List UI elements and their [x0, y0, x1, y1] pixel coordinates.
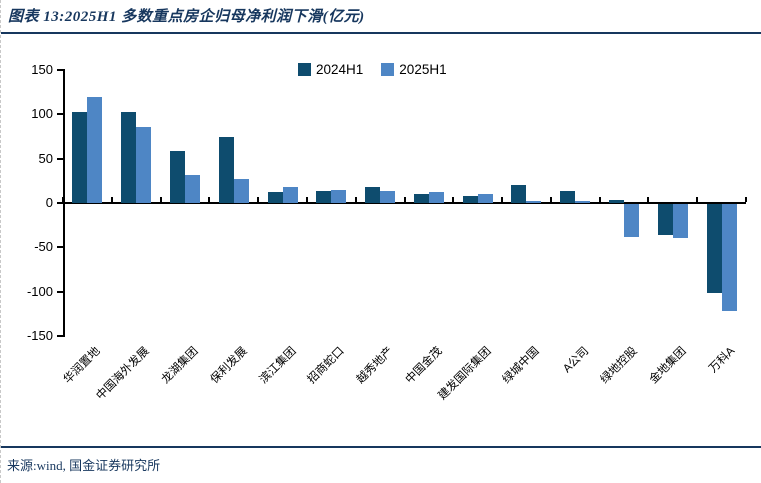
bar-2024h1: [72, 111, 88, 203]
bar-2024h1: [169, 150, 185, 203]
x-axis-tick: [501, 197, 504, 202]
title-divider: [1, 32, 761, 34]
x-axis-tick: [354, 197, 357, 202]
bar-2024h1: [365, 187, 381, 203]
y-axis-label: -100: [26, 283, 53, 299]
bar-2025h1: [721, 204, 737, 312]
y-axis-tick: [57, 246, 63, 249]
x-axis-category-label-text: 招商蛇口: [305, 345, 347, 387]
x-axis-category-label-text: 万科A: [707, 345, 738, 376]
y-axis-tick: [57, 113, 63, 116]
bar-2025h1: [136, 126, 152, 203]
bar-2024h1: [706, 204, 722, 293]
bar-2025h1: [477, 194, 493, 203]
bar-2025h1: [526, 201, 542, 203]
x-axis-tick: [598, 197, 601, 202]
source-note: 来源:wind, 国金证券研究所: [7, 458, 161, 473]
x-axis-tick: [159, 197, 162, 202]
x-axis-category-label-text: 保利发展: [208, 345, 250, 387]
chart-legend: 2024H1 2025H1: [298, 62, 447, 77]
bar-2024h1: [462, 195, 478, 203]
bar-2025h1: [575, 201, 591, 203]
x-axis-category-label-text: 龙湖集团: [159, 345, 201, 387]
legend-swatch-2025h1-icon: [381, 63, 395, 76]
legend-label-2025h1: 2025H1: [399, 62, 447, 77]
x-axis-tick: [452, 197, 455, 202]
x-axis-tick: [696, 197, 699, 202]
y-axis-label: -150: [26, 328, 53, 343]
x-axis-tick: [62, 197, 64, 202]
x-axis-tick: [110, 197, 113, 202]
bar-2025h1: [428, 192, 444, 203]
legend-label-2024h1: 2024H1: [316, 62, 364, 77]
bar-2025h1: [672, 204, 688, 238]
y-axis-label: 50: [38, 150, 53, 166]
bar-2024h1: [560, 191, 576, 203]
x-axis-zero-line: [63, 202, 746, 204]
x-axis-category-label-text: A公司: [560, 345, 591, 376]
bar-2024h1: [316, 190, 332, 203]
bar-2024h1: [511, 185, 527, 203]
bar-2025h1: [331, 189, 347, 203]
x-axis-category-label-text: 绿城中国: [501, 345, 543, 387]
bar-2025h1: [87, 97, 103, 203]
y-axis-tick: [57, 290, 63, 293]
bar-2025h1: [624, 204, 640, 237]
x-axis-category-label-text: 滨江集团: [257, 345, 299, 387]
bar-2024h1: [267, 192, 283, 203]
bar-2024h1: [218, 137, 234, 203]
y-axis-tick: [57, 157, 63, 160]
y-axis-tick: [57, 202, 63, 204]
x-axis-tick: [403, 197, 406, 202]
x-axis-category-label-text: 绿地控股: [598, 345, 640, 387]
legend-swatch-2024h1-icon: [298, 63, 311, 76]
x-axis-tick: [305, 197, 308, 202]
bar-2024h1: [121, 111, 137, 203]
x-axis-tick: [549, 197, 552, 202]
bar-2025h1: [282, 187, 298, 203]
bar-2024h1: [413, 194, 429, 203]
x-axis-category-label-text: 中国金茂: [403, 345, 445, 387]
bar-2024h1: [609, 200, 625, 203]
y-axis-label: 150: [31, 62, 53, 77]
bar-2025h1: [233, 179, 249, 203]
legend-item-2025h1: 2025H1: [381, 62, 447, 77]
y-axis-label: -50: [34, 239, 53, 255]
legend-item-2024h1: 2024H1: [298, 62, 363, 77]
y-axis-tick: [57, 69, 63, 71]
y-axis-tick: [57, 335, 63, 337]
x-axis-tick: [257, 197, 260, 202]
footer-divider: [1, 446, 761, 448]
x-axis-tick: [208, 197, 211, 202]
figure-title: 图表 13:2025H1 多数重点房企归母净利润下滑(亿元): [8, 9, 365, 25]
bar-2025h1: [380, 191, 396, 203]
x-axis-category-label-text: 越秀地产: [354, 345, 396, 387]
bar-2025h1: [184, 174, 200, 203]
x-axis-category-label-text: 华润置地: [61, 345, 103, 387]
x-axis-category-label-text: 金地集团: [647, 345, 689, 387]
x-axis-tick: [647, 197, 650, 202]
bar-2024h1: [657, 204, 673, 236]
x-axis-tick: [745, 197, 747, 202]
y-axis-label: 0: [45, 195, 53, 210]
y-axis-label: 100: [31, 106, 53, 122]
